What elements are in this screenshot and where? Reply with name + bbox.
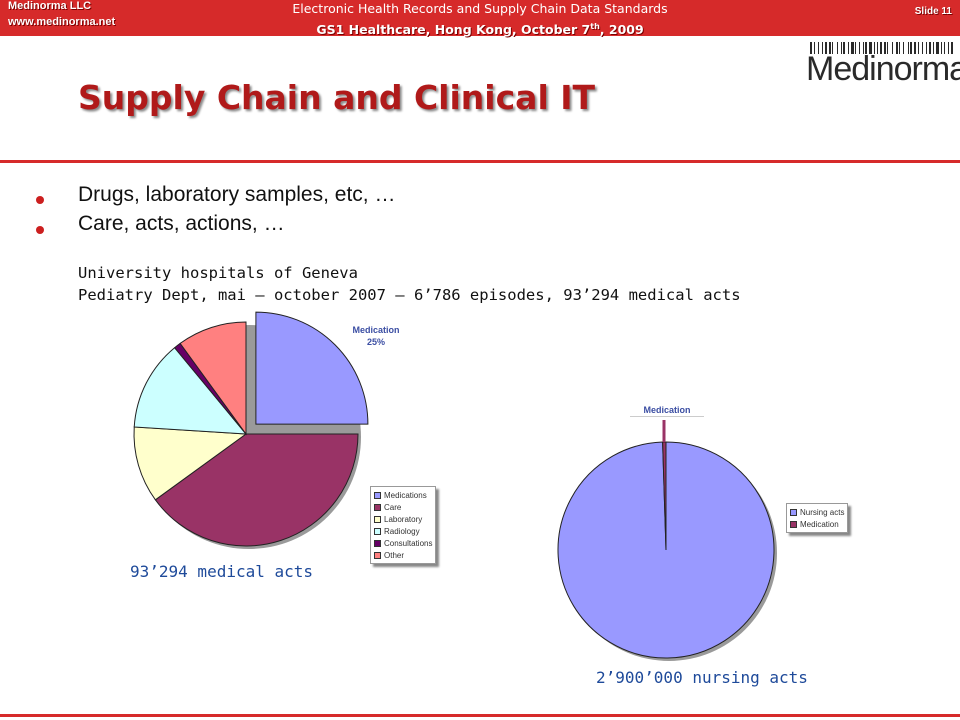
medinorma-logo: Medinorma xyxy=(806,42,960,88)
legend-label: Care xyxy=(384,502,402,512)
pie-slice-other xyxy=(179,321,247,436)
conference-date-suffix: th xyxy=(590,22,600,31)
title-divider xyxy=(0,160,960,163)
legend-label: Laboratory xyxy=(384,514,423,524)
pie-slice-radiology xyxy=(133,346,248,435)
conference-place-date: GS1 Healthcare, Hong Kong, October 7 xyxy=(316,22,591,38)
legend-item: Nursing acts xyxy=(790,506,844,518)
company-website[interactable]: www.medinorma.net xyxy=(8,16,116,28)
legend-swatch xyxy=(374,539,381,547)
legend-label: Other xyxy=(384,550,405,560)
legend-item: Medication xyxy=(790,518,844,530)
slide-number: Slide 11 xyxy=(914,6,952,17)
bullet-item: Care, acts, actions, … xyxy=(78,212,285,235)
legend-swatch xyxy=(374,503,381,511)
header-bar xyxy=(0,0,960,36)
conference-info: Electronic Health Records and Supply Cha… xyxy=(200,0,760,39)
source-line-1: University hospitals of Geneva xyxy=(78,264,358,282)
conference-title: Electronic Health Records and Supply Cha… xyxy=(292,1,668,16)
legend-swatch xyxy=(374,551,381,559)
legend-label: Consultations xyxy=(384,538,433,548)
conference-subtitle: GS1 Healthcare, Hong Kong, October 7th, … xyxy=(200,18,760,39)
legend-item: Consultations xyxy=(374,537,432,549)
legend-item: Other xyxy=(374,549,432,561)
footer-divider xyxy=(0,714,960,717)
legend-item: Medications xyxy=(374,489,432,501)
logo-text: Medinorma xyxy=(806,50,960,88)
data-source: University hospitals of Geneva Pediatry … xyxy=(78,262,741,306)
company-info: Medinorma LLC www.medinorma.net xyxy=(8,0,115,30)
legend-swatch xyxy=(374,491,381,499)
legend-label: Medications xyxy=(384,490,427,500)
legend-label: Medication xyxy=(800,519,839,529)
legend-item: Radiology xyxy=(374,525,432,537)
legend-item: Laboratory xyxy=(374,513,432,525)
pie-slice-medications xyxy=(255,311,369,425)
chart-legend: Nursing acts Medication xyxy=(786,503,848,533)
callout-label: Medication xyxy=(352,325,400,335)
legend-item: Care xyxy=(374,501,432,513)
legend-swatch xyxy=(790,508,797,516)
medication-callout: Medication xyxy=(630,404,704,417)
bullet-icon xyxy=(36,196,44,204)
legend-label: Nursing acts xyxy=(800,507,845,517)
legend-swatch xyxy=(374,527,381,535)
source-line-2: Pediatry Dept, mai – october 2007 – 6’78… xyxy=(78,286,741,304)
medical-acts-caption: 93’294 medical acts xyxy=(130,562,314,581)
chart-legend: Medications Care Laboratory Radiology Consul… xyxy=(370,486,436,564)
medication-callout: Medication 25% xyxy=(340,324,412,348)
slide-title: Supply Chain and Clinical IT xyxy=(78,78,596,117)
nursing-acts-pie xyxy=(557,420,777,661)
barcode-icon xyxy=(810,42,953,54)
medical-acts-pie xyxy=(133,311,369,549)
nursing-acts-caption: 2’900’000 nursing acts xyxy=(596,668,808,687)
callout-value: 25% xyxy=(366,337,385,347)
bullet-icon xyxy=(36,226,44,234)
legend-label: Radiology xyxy=(384,526,420,536)
company-name: Medinorma LLC xyxy=(8,0,92,12)
legend-swatch xyxy=(790,520,797,528)
pie-slice-laboratory xyxy=(133,426,248,501)
pie-slice-medication xyxy=(662,441,667,551)
pie-slice-care xyxy=(154,433,359,547)
bullet-item: Drugs, laboratory samples, etc, … xyxy=(78,183,396,206)
conference-year: , 2009 xyxy=(599,22,644,38)
legend-swatch xyxy=(374,515,381,523)
